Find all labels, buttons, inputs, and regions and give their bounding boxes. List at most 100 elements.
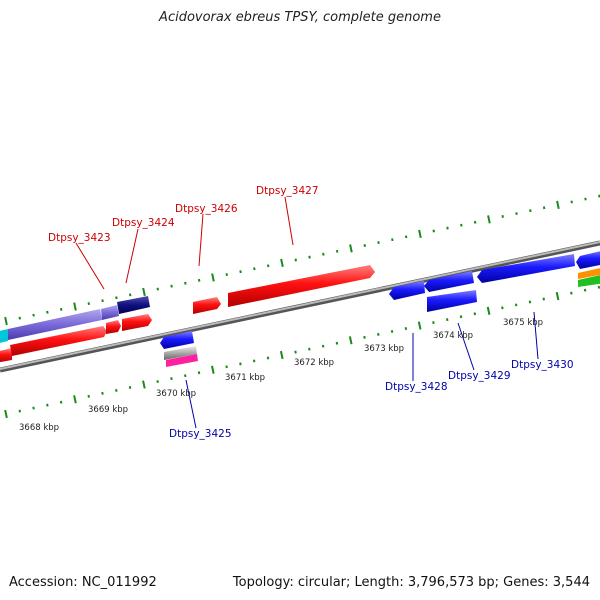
minor-tick xyxy=(32,406,35,410)
leader-lines xyxy=(75,196,539,429)
gene-arrow-orange xyxy=(578,268,600,279)
kbp-label: 3675 kbp xyxy=(503,318,543,328)
major-tick xyxy=(279,350,284,360)
minor-tick xyxy=(170,377,173,381)
major-tick xyxy=(349,244,353,253)
gene-arrow-magenta xyxy=(166,354,198,367)
minor-tick xyxy=(266,356,270,360)
reverse-strand-genes xyxy=(160,251,600,367)
major-tick xyxy=(556,200,560,209)
minor-tick xyxy=(18,316,22,320)
minor-tick xyxy=(184,281,187,285)
minor-tick xyxy=(308,255,311,259)
minor-tick xyxy=(156,287,160,291)
kbp-label: 3669 kbp xyxy=(88,405,128,415)
minor-tick xyxy=(542,206,546,210)
minor-tick xyxy=(529,209,532,213)
gene-label-dtpsy-3425: Dtpsy_3425 xyxy=(169,428,232,440)
minor-tick xyxy=(322,252,325,256)
inner-tick-row xyxy=(4,285,600,419)
kbp-label: 3673 kbp xyxy=(364,344,404,354)
gene-label-dtpsy-3427: Dtpsy_3427 xyxy=(256,185,319,197)
gene-arrow-navy xyxy=(117,296,150,314)
kbp-label: 3672 kbp xyxy=(294,358,334,368)
minor-tick xyxy=(239,270,242,274)
gene-arrow xyxy=(427,290,477,312)
minor-tick xyxy=(128,385,132,389)
accession-text: Accession: NC_011992 xyxy=(9,575,157,590)
gene-label-dtpsy-3428: Dtpsy_3428 xyxy=(385,381,448,393)
minor-tick xyxy=(404,235,408,239)
minor-tick xyxy=(59,307,63,311)
gene-label-dtpsy-3430: Dtpsy_3430 xyxy=(511,359,574,371)
minor-tick xyxy=(87,302,91,306)
minor-tick xyxy=(390,329,394,333)
gene-arrow xyxy=(228,265,375,307)
minor-tick xyxy=(294,258,298,262)
minor-tick xyxy=(459,315,463,319)
gene-arrow-green xyxy=(578,275,600,287)
forward-strand-genes xyxy=(0,265,375,363)
gene-arrow xyxy=(424,271,474,292)
minor-tick xyxy=(197,371,201,375)
minor-tick xyxy=(514,303,518,307)
minor-tick xyxy=(183,374,187,378)
gene-label-dtpsy-3426: Dtpsy_3426 xyxy=(175,203,238,215)
minor-tick xyxy=(597,285,600,289)
minor-tick xyxy=(570,200,573,204)
minor-tick xyxy=(570,291,573,295)
minor-tick xyxy=(321,344,325,348)
gene-arrow-lavender xyxy=(8,309,102,340)
minor-tick xyxy=(59,400,63,404)
minor-tick xyxy=(515,212,518,216)
major-tick xyxy=(280,258,284,268)
minor-tick xyxy=(46,403,49,407)
minor-tick xyxy=(225,365,228,369)
minor-tick xyxy=(432,321,435,325)
gene-arrow xyxy=(576,251,600,269)
minor-tick xyxy=(363,244,366,247)
minor-tick xyxy=(32,313,35,317)
minor-tick xyxy=(308,347,311,351)
minor-tick xyxy=(363,335,366,339)
minor-tick xyxy=(473,312,477,316)
minor-tick xyxy=(87,394,90,398)
minor-tick xyxy=(197,278,201,282)
minor-tick xyxy=(46,310,49,314)
major-tick xyxy=(348,336,353,345)
gene-label-dtpsy-3423: Dtpsy_3423 xyxy=(48,232,111,244)
major-tick xyxy=(73,395,77,404)
minor-tick xyxy=(432,229,435,233)
outer-tick-row xyxy=(4,194,600,326)
major-tick xyxy=(211,273,215,282)
minor-tick xyxy=(460,223,463,227)
gene-arrow-grey xyxy=(164,346,197,360)
minor-tick xyxy=(18,409,22,413)
minor-tick xyxy=(501,214,504,218)
minor-tick xyxy=(266,264,270,268)
minor-tick xyxy=(335,341,339,345)
minor-tick xyxy=(253,267,256,271)
minor-tick xyxy=(377,241,380,245)
kbp-label: 3671 kbp xyxy=(225,373,265,383)
minor-tick xyxy=(583,288,587,292)
gene-arrow xyxy=(10,326,107,356)
major-tick xyxy=(487,215,491,224)
minor-tick xyxy=(404,327,408,330)
gene-arrow xyxy=(193,297,221,314)
major-tick xyxy=(417,321,422,330)
gene-label-dtpsy-3429: Dtpsy_3429 xyxy=(448,370,511,382)
minor-tick xyxy=(225,273,229,277)
minor-tick xyxy=(252,359,256,363)
minor-tick xyxy=(377,332,380,336)
minor-tick xyxy=(101,299,104,303)
minor-tick xyxy=(584,197,587,201)
minor-tick xyxy=(445,318,449,322)
major-tick xyxy=(4,409,8,419)
major-tick xyxy=(418,229,422,239)
gene-arrow-cyan xyxy=(0,329,8,343)
gene-arrow xyxy=(389,281,425,300)
minor-tick xyxy=(473,220,477,224)
gene-arrow-lavender xyxy=(101,305,119,320)
minor-tick xyxy=(156,380,159,384)
